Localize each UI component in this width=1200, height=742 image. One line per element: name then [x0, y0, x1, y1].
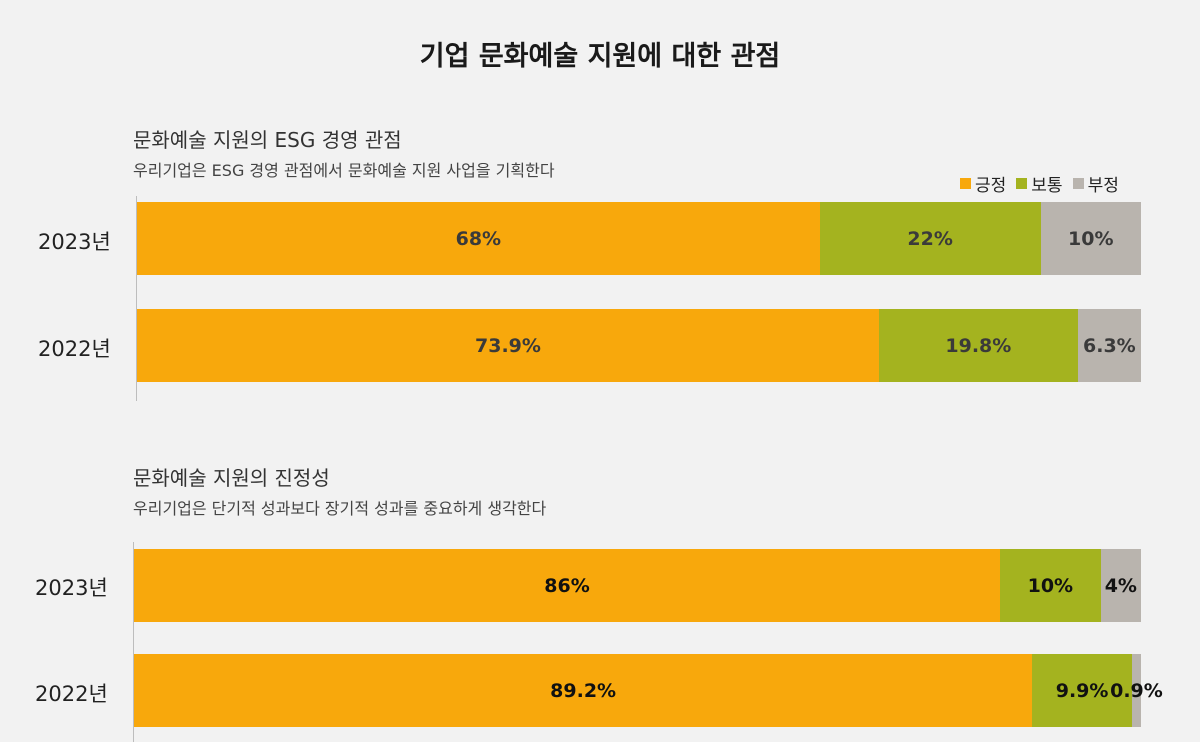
page-title: 기업 문화예술 지원에 대한 관점	[419, 41, 781, 72]
chart-2-category-2022: 2022년	[35, 682, 108, 706]
chart-1-bar-2022: 73.9% 19.8% 6.3%	[137, 309, 1141, 382]
chart-2-bar-2022: 89.2% 9.9% 0.9%	[134, 654, 1163, 727]
legend: 긍정 보통 부정	[960, 171, 1119, 196]
chart-1-bar-neutral-2023: 22%	[819, 202, 1041, 275]
legend-label-negative: 부정	[1087, 176, 1119, 196]
chart-2-axis	[133, 542, 134, 742]
chart-1-bar-negative-2023: 10%	[1040, 202, 1141, 275]
section-1-subtitle: 우리기업은 ESG 경영 관점에서 문화예술 지원 사업을 기획한다	[133, 161, 555, 180]
legend-item-neutral: 보통	[1016, 171, 1063, 196]
section-2-subtitle: 우리기업은 단기적 성과보다 장기적 성과를 중요하게 생각한다	[133, 499, 547, 518]
chart-2-bar-negative-2023: 4%	[1100, 549, 1141, 622]
legend-swatch-positive	[960, 178, 971, 189]
chart-1-category-2022: 2022년	[38, 337, 111, 361]
legend-item-positive: 긍정	[960, 171, 1006, 196]
chart-2-bar-2023: 86% 10% 4%	[134, 549, 1141, 622]
chart-1-category-2023: 2023년	[38, 230, 111, 254]
section-2-title: 문화예술 지원의 진정성	[133, 466, 330, 490]
chart-1-bar-neutral-2022: 19.8%	[878, 309, 1078, 382]
chart-1-bar-positive-2023: 68%	[137, 202, 820, 275]
legend-swatch-negative	[1072, 178, 1084, 189]
chart-2-category-2023: 2023년	[35, 576, 108, 600]
chart-1-bar-2023: 68% 22% 10%	[137, 202, 1141, 275]
chart-1-bar-negative-2022: 6.3%	[1077, 309, 1141, 382]
legend-item-negative: 부정	[1072, 171, 1119, 196]
chart-1-bar-positive-2022: 73.9%	[137, 309, 879, 382]
chart-2-bar-neutral-2023: 10%	[1000, 549, 1101, 622]
chart-2-bar-neutral-2022: 9.9%	[1032, 654, 1132, 727]
legend-swatch-neutral	[1016, 178, 1028, 189]
chart-2-bar-positive-2022: 89.2%	[134, 654, 1033, 727]
chart-2-bar-positive-2023: 86%	[134, 549, 1001, 622]
section-1-title: 문화예술 지원의 ESG 경영 관점	[133, 128, 402, 152]
legend-label-neutral: 보통	[1031, 176, 1063, 196]
chart-2-bar-negative-2022: 0.9%	[1110, 654, 1163, 727]
chart-1-axis	[136, 196, 137, 401]
legend-label-positive: 긍정	[975, 176, 1007, 196]
